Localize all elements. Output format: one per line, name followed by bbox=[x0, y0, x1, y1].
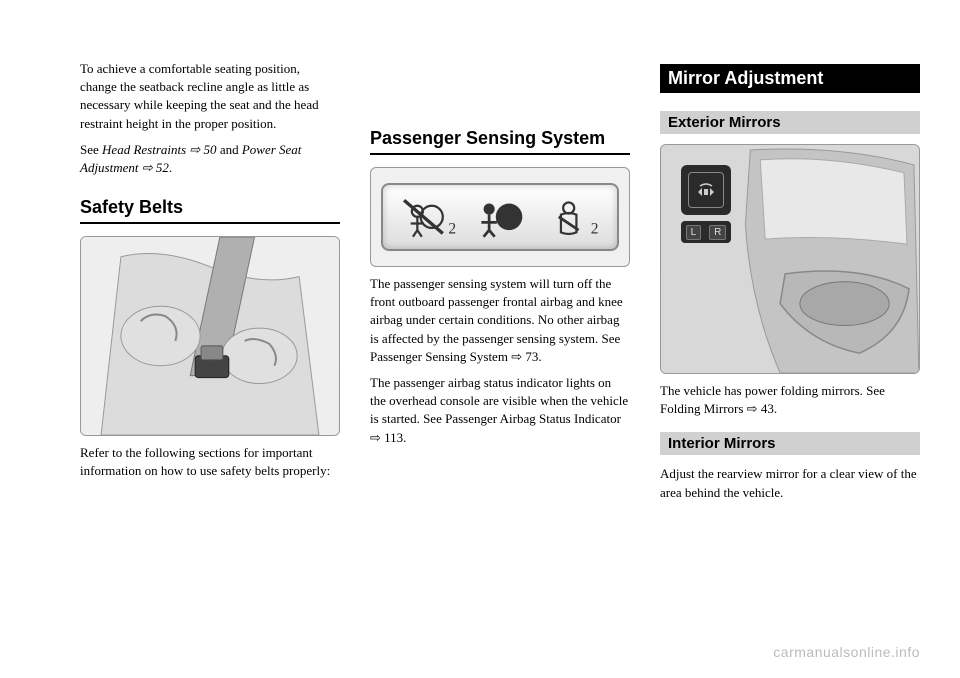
folding-mirrors-text: The vehicle has power folding mirrors. S… bbox=[660, 382, 920, 418]
pss-text: The passenger sensing system will turn o… bbox=[370, 276, 623, 346]
folding-mirrors-ref: Folding Mirrors ⇨ 43 bbox=[660, 401, 774, 416]
spacer bbox=[370, 60, 630, 120]
airbag-indicator-illustration: 2 2 bbox=[370, 167, 630, 267]
mirror-text: The vehicle has power folding mirrors. S… bbox=[660, 383, 885, 398]
mirror-adjustment-heading: Mirror Adjustment bbox=[660, 64, 920, 93]
seatbelt-reminder-icon: 2 bbox=[541, 191, 607, 243]
seating-intro-text: To achieve a comfortable seating positio… bbox=[80, 60, 340, 133]
airbag-panel: 2 2 bbox=[381, 183, 618, 252]
pss-suffix: . bbox=[538, 349, 541, 364]
airbag-on-icon bbox=[467, 191, 533, 243]
watermark: carmanualsonline.info bbox=[773, 644, 920, 660]
mirror-control-illustration: L R bbox=[660, 144, 920, 374]
passenger-sensing-heading: Passenger Sensing System bbox=[370, 128, 630, 155]
off-number: 2 bbox=[448, 221, 456, 238]
see-mid: and bbox=[217, 142, 242, 157]
mirror-l-button: L bbox=[686, 225, 702, 240]
exterior-mirrors-heading: Exterior Mirrors bbox=[660, 111, 920, 134]
see-suffix: . bbox=[169, 160, 172, 175]
pss-description: The passenger sensing system will turn o… bbox=[370, 275, 630, 366]
see-prefix: See bbox=[80, 142, 102, 157]
mirror-r-button: R bbox=[709, 225, 726, 240]
airbag-off-icon: 2 bbox=[393, 191, 459, 243]
safety-belts-heading: Safety Belts bbox=[80, 197, 340, 224]
see-references: See Head Restraints ⇨ 50 and Power Seat … bbox=[80, 141, 340, 177]
pss-suffix2: . bbox=[403, 430, 406, 445]
mirror-suffix: . bbox=[774, 401, 777, 416]
interior-mirrors-heading: Interior Mirrors bbox=[660, 432, 920, 455]
belt-number: 2 bbox=[590, 221, 598, 238]
mirror-direction-pad bbox=[681, 165, 731, 215]
seatbelt-illustration bbox=[80, 236, 340, 436]
column-3: Mirror Adjustment Exterior Mirrors bbox=[660, 60, 920, 638]
manual-page: To achieve a comfortable seating positio… bbox=[0, 0, 960, 678]
mirror-lr-selector: L R bbox=[681, 221, 731, 243]
column-2: Passenger Sensing System 2 bbox=[370, 60, 630, 638]
refer-sections-text: Refer to the following sections for impo… bbox=[80, 444, 340, 480]
head-restraints-ref: Head Restraints ⇨ 50 bbox=[102, 142, 217, 157]
column-1: To achieve a comfortable seating positio… bbox=[80, 60, 340, 638]
pss-ref: Passenger Sensing System ⇨ 73 bbox=[370, 349, 538, 364]
pss-indicator-description: The passenger airbag status indicator li… bbox=[370, 374, 630, 447]
interior-mirrors-text: Adjust the rearview mirror for a clear v… bbox=[660, 465, 920, 501]
mirror-control-panel: L R bbox=[681, 165, 731, 243]
mirror-fold-icon bbox=[688, 172, 724, 208]
